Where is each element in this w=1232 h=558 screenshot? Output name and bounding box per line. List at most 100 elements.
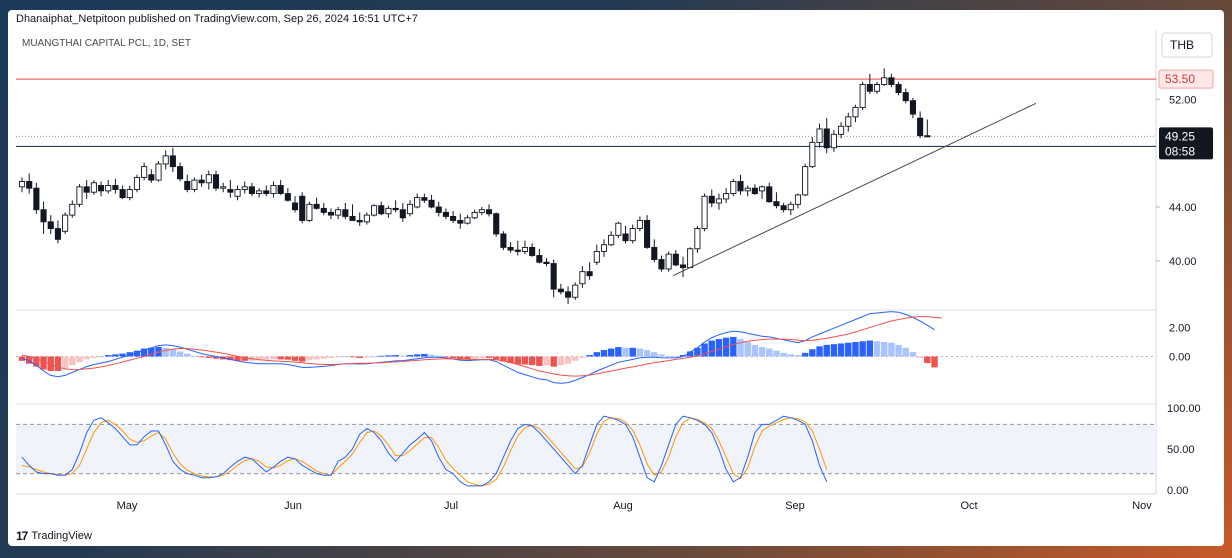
candle-body (565, 291, 572, 298)
macd-histogram-bar (334, 356, 342, 358)
candle-body (385, 207, 392, 215)
macd-histogram-bar (162, 347, 169, 357)
macd-tick-label: 2.00 (1169, 323, 1190, 335)
macd-histogram-bar (881, 342, 888, 357)
macd-histogram-bar (528, 356, 536, 366)
candle-body (665, 253, 672, 270)
candle-body (371, 205, 378, 216)
candle-body (248, 186, 255, 195)
macd-histogram-bar (478, 356, 486, 358)
candle-body (184, 180, 191, 190)
macd-histogram-bar (586, 355, 593, 357)
candle-body (126, 189, 133, 199)
macd-histogram-bar (787, 354, 794, 357)
candle-body (615, 222, 622, 236)
macd-signal-line (21, 316, 942, 377)
candle-body (845, 116, 852, 127)
macd-histogram-bar (471, 356, 478, 359)
candle-body (112, 185, 119, 190)
time-tick-label: Jul (444, 500, 458, 512)
candle-body (816, 128, 823, 143)
macd-histogram-bar (564, 356, 572, 364)
candle-body (723, 193, 730, 200)
macd-histogram-bar (924, 356, 931, 364)
currency-box[interactable] (1161, 32, 1213, 58)
candle-body (327, 211, 335, 216)
candle-body (450, 215, 457, 221)
macd-histogram-bar (399, 355, 407, 357)
candle-body (658, 259, 665, 270)
symbol-title: MUANGTHAI CAPITAL PCL, 1D, SET (22, 38, 191, 49)
macd-histogram-bar (823, 344, 830, 357)
candle-body (162, 155, 169, 165)
trendline[interactable] (672, 102, 1037, 277)
trendline-line[interactable] (672, 102, 1037, 277)
price-tick-label: 52.00 (1169, 94, 1197, 106)
candle-body (672, 253, 679, 266)
macd-histogram-bar (378, 355, 385, 357)
macd-histogram-bar (780, 352, 787, 357)
price-tick-label: 40.00 (1169, 256, 1197, 268)
candle-body (277, 185, 284, 195)
publish-info: Dhanaiphat_Netpitoon published on Tradin… (16, 13, 418, 25)
candle-body (421, 197, 428, 201)
candle-body (600, 244, 608, 252)
macd-histogram-bar (18, 356, 26, 361)
macd-histogram-bar (47, 356, 54, 371)
macd-histogram-bar (306, 356, 313, 361)
macd-histogram-bar (442, 356, 450, 358)
candle-body (141, 166, 148, 178)
candle-body (212, 174, 220, 189)
macd-histogram-bar (694, 347, 701, 357)
candle-body (263, 190, 270, 195)
tradingview-logo-icon: 17 (16, 529, 28, 543)
macd-histogram-bar (40, 356, 47, 370)
macd-histogram-bar (255, 356, 263, 361)
macd-histogram-bar (737, 339, 744, 357)
macd-histogram-bar (672, 356, 680, 358)
brand-label: TradingView (31, 530, 92, 542)
candle-body (730, 180, 737, 195)
candle-body (917, 117, 924, 137)
stoch-band-fill (16, 424, 1156, 474)
candle-body (521, 246, 528, 252)
candle-body (802, 166, 809, 196)
macd-histogram-bar (140, 348, 148, 357)
macd-histogram-bar (97, 356, 105, 358)
macd-histogram-bar (313, 356, 320, 360)
time-tick-label: Sep (785, 500, 805, 512)
candle-body (852, 106, 859, 118)
macd-tick-label: 0.00 (1169, 352, 1190, 364)
candle-body (83, 186, 90, 193)
stoch-tick-label: 0.00 (1167, 485, 1188, 497)
macd-histogram-bar (845, 342, 852, 357)
candle-body (33, 187, 40, 211)
candle-body (873, 84, 881, 92)
axes: 52.00 44.00 40.00 2.00 0.00 100.00 50.00 0.00 Ma… (117, 94, 1201, 512)
macd-histogram-bar (758, 347, 766, 357)
macd-histogram-bar (69, 356, 76, 366)
macd-histogram-bar (895, 344, 902, 357)
candle-body (529, 246, 536, 256)
candle-body (335, 209, 342, 216)
macd-histogram-bar (320, 356, 327, 359)
candle-body (291, 202, 299, 211)
candle-body (177, 166, 184, 180)
candle-body (751, 187, 758, 195)
candle-body (399, 209, 406, 219)
macd-histogram-bar (873, 341, 881, 357)
macd-histogram-bar (457, 356, 464, 360)
candle-body (169, 155, 176, 168)
macd-histogram-bar (241, 356, 248, 361)
macd-histogram-bar (270, 356, 277, 360)
candle-body (881, 77, 888, 85)
macd-histogram-bar (593, 352, 600, 357)
macd-histogram-bar (385, 355, 392, 357)
time-tick-label: Nov (1132, 500, 1152, 512)
candle-body (18, 180, 26, 188)
macd-histogram-bar (550, 356, 557, 367)
macd-histogram-bar (119, 353, 126, 357)
stoch-tick-label: 100.00 (1167, 403, 1201, 415)
macd-histogram-bar (277, 356, 284, 360)
